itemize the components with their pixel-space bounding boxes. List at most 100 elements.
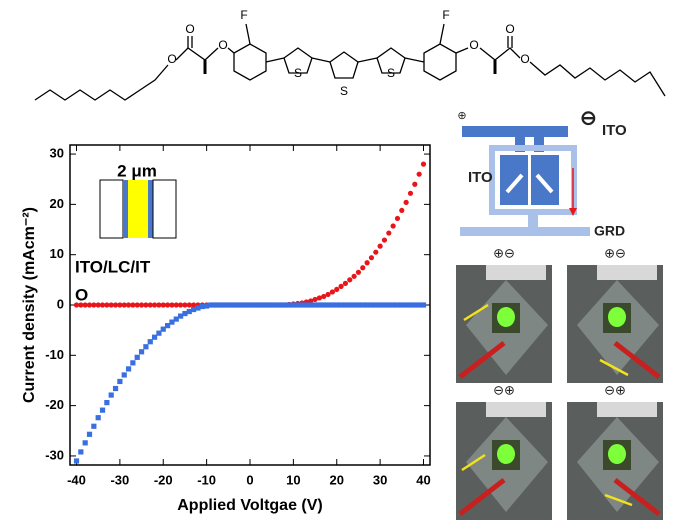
x-tick-label: 20 (330, 472, 344, 487)
x-tick-label: -40 (67, 472, 86, 487)
data-point (83, 440, 88, 445)
data-point (391, 223, 396, 228)
inset-label: ITO/LC/IT (75, 257, 151, 276)
x-tick-label: -30 (110, 472, 129, 487)
atom-label: F (442, 8, 449, 22)
data-point (78, 449, 83, 454)
atom-label: F (240, 8, 247, 22)
glow (497, 307, 515, 327)
lc-layer (128, 180, 148, 238)
data-point (74, 458, 79, 463)
schematic-label: ITO (468, 169, 493, 186)
data-point (117, 379, 122, 384)
y-axis-label: Current density (mAcm⁻²) (21, 207, 38, 403)
ito-layer (123, 180, 128, 238)
schematic-label: GRD (594, 223, 625, 239)
ester-link (480, 48, 520, 60)
data-point (365, 260, 370, 265)
data-point (373, 250, 378, 255)
y-tick-label: -20 (45, 397, 64, 412)
y-tick-label: -10 (45, 347, 64, 362)
data-point (135, 355, 140, 360)
x-tick-label: 0 (246, 472, 253, 487)
data-point (369, 255, 374, 260)
data-point (360, 265, 365, 270)
data-point (356, 270, 361, 275)
alkyl-chain (530, 62, 665, 96)
data-point (325, 292, 330, 297)
molecule (35, 24, 665, 100)
data-point (91, 424, 96, 429)
data-point (87, 432, 92, 437)
data-point (334, 287, 339, 292)
data-point (148, 339, 153, 344)
schematic-label: ⊖ (580, 107, 597, 129)
ether-link (228, 48, 234, 53)
inset-label: 2 μm (117, 161, 157, 180)
photo-label: ⊕⊖ (493, 245, 515, 260)
data-point (126, 366, 131, 371)
data-point (404, 200, 409, 205)
f-bond (246, 24, 250, 44)
photo-frame (597, 265, 657, 280)
f-bond (440, 24, 444, 44)
data-point (104, 400, 109, 405)
data-point (408, 191, 413, 196)
data-point (109, 392, 114, 397)
schematic-label: ITO (602, 122, 627, 139)
data-point (395, 216, 400, 221)
data-point (139, 349, 144, 354)
photo-frame (597, 402, 657, 417)
y-tick-label: -30 (45, 447, 64, 462)
data-point (100, 408, 105, 413)
data-point (399, 208, 404, 213)
photo-frame (486, 265, 546, 280)
atom-label: O (505, 22, 514, 36)
x-tick-label: 10 (286, 472, 300, 487)
ground-stem (528, 212, 538, 228)
x-tick-label: 40 (416, 472, 430, 487)
x-tick-label: 30 (373, 472, 387, 487)
data-point (130, 360, 135, 365)
data-point (122, 372, 127, 377)
y-tick-label: 30 (50, 145, 64, 160)
data-point (143, 344, 148, 349)
ring-bond (405, 58, 424, 62)
electrode (100, 180, 123, 238)
atom-label: O (167, 52, 176, 66)
y-tick-label: 20 (50, 196, 64, 211)
ring-bond (312, 58, 330, 62)
data-point (421, 162, 426, 167)
data-point (113, 386, 118, 391)
benzene-ring (424, 44, 456, 80)
schematic-label: ⊕ (457, 110, 466, 122)
photo-frame (486, 402, 546, 417)
photo-label: ⊕⊖ (604, 245, 626, 260)
alkyl-chain (35, 65, 168, 100)
data-point (386, 230, 391, 235)
data-point (351, 274, 356, 279)
glow (497, 444, 515, 464)
data-point (347, 277, 352, 282)
data-point (338, 284, 343, 289)
atom-label: O (218, 38, 227, 52)
atom-label: O (469, 38, 478, 52)
atom-label: O (185, 22, 194, 36)
glow (608, 307, 626, 327)
y-tick-label: 10 (50, 246, 64, 261)
x-tick-label: -10 (197, 472, 216, 487)
ester-link (176, 48, 218, 60)
figure: OOOFSSSFOOO⊕⊖ITOITOGRD⊕⊖⊕⊖⊖⊕⊖⊕-40-30-20-… (0, 0, 682, 521)
cell-half (500, 155, 528, 205)
thiophene-ring (330, 52, 358, 78)
photo-label: ⊖⊕ (604, 382, 626, 397)
data-point (382, 237, 387, 242)
ether-link (456, 48, 468, 53)
atom-label: S (294, 66, 302, 80)
ito-layer (148, 180, 153, 238)
x-tick-label: -20 (154, 472, 173, 487)
y-tick-label: 0 (57, 296, 64, 311)
atom-label: S (340, 84, 348, 98)
atom-label: O (520, 52, 529, 66)
ring-bond (266, 58, 284, 62)
